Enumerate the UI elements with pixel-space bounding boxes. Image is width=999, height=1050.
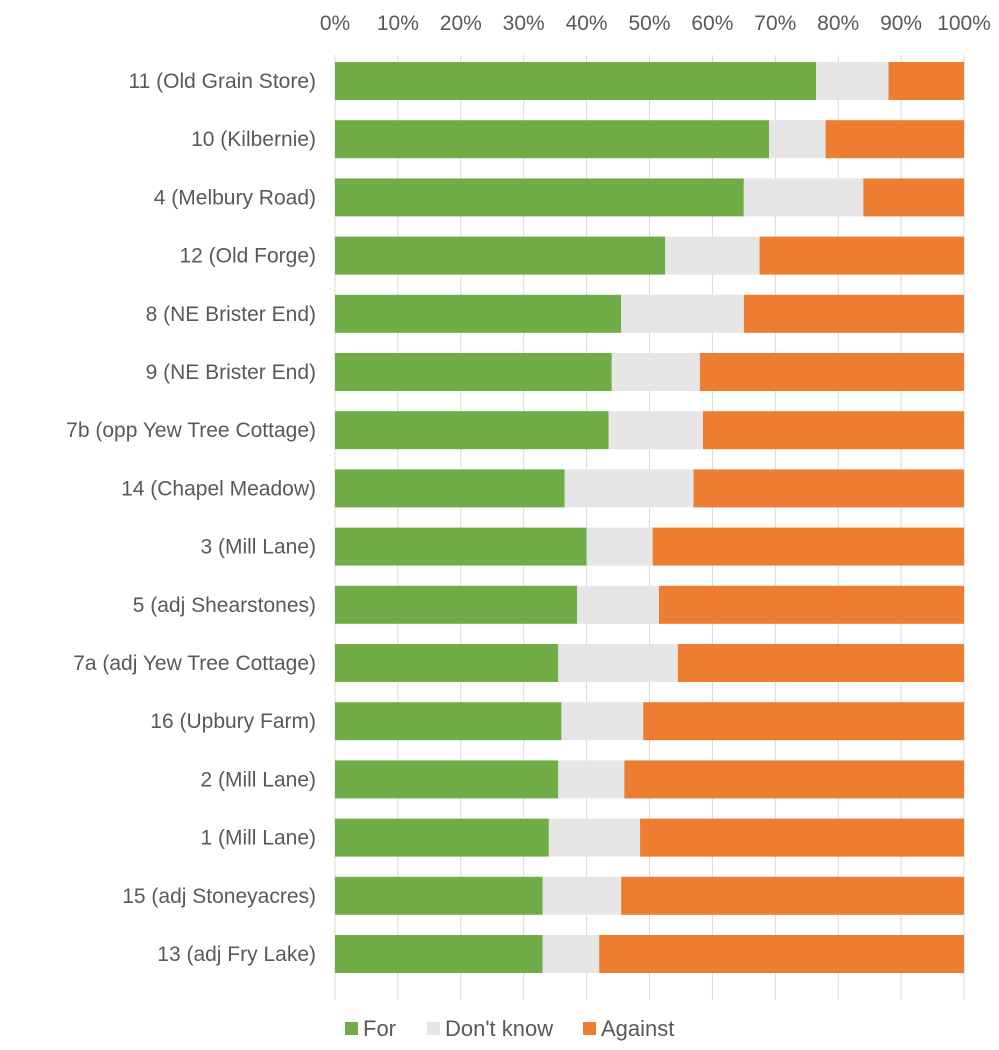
bar-segment-don-t-know <box>542 935 600 973</box>
category-label: 1 (Mill Lane) <box>200 827 316 850</box>
bar-segment-don-t-know <box>586 527 653 566</box>
bar-segment-against <box>693 469 964 508</box>
bar-segment-against <box>640 818 964 857</box>
bar-segment-don-t-know <box>548 818 641 857</box>
category-label: 15 (adj Stoneyacres) <box>122 885 316 908</box>
bar-segment-against <box>677 644 964 682</box>
bar-segment-for <box>335 702 562 741</box>
bar-segment-for <box>335 353 612 391</box>
legend-label: Against <box>601 1016 674 1041</box>
category-label: 5 (adj Shearstones) <box>133 594 316 617</box>
category-label: 16 (Upbury Farm) <box>150 710 316 733</box>
bar-segment-for <box>335 876 543 915</box>
bar-segment-against <box>759 236 964 275</box>
bar-segment-for <box>335 120 770 159</box>
x-tick-label: 70% <box>754 12 796 35</box>
bar-segment-against <box>702 411 964 450</box>
x-tick-label: 80% <box>817 12 859 35</box>
category-label: 7b (opp Yew Tree Cottage) <box>66 419 316 442</box>
category-label: 10 (Kilbernie) <box>191 128 316 151</box>
category-label: 4 (Melbury Road) <box>154 186 316 209</box>
bar-segment-for <box>335 469 565 508</box>
bar-segment-don-t-know <box>611 353 700 391</box>
category-label: 13 (adj Fry Lake) <box>157 943 316 966</box>
category-label: 12 (Old Forge) <box>179 245 316 268</box>
bar-segment-against <box>643 702 964 741</box>
legend: For Don't know Against <box>345 1016 674 1041</box>
bar-segment-for <box>335 411 609 450</box>
x-tick-label: 60% <box>691 12 733 35</box>
bar-segment-don-t-know <box>561 702 644 741</box>
bar-segment-for <box>335 527 587 566</box>
bar-segment-against <box>699 353 964 391</box>
legend-swatch <box>583 1022 596 1035</box>
bar-segment-for <box>335 760 559 799</box>
bar-segment-don-t-know <box>665 236 760 275</box>
category-label: 14 (Chapel Meadow) <box>121 477 316 500</box>
bar-segment-for <box>335 644 559 682</box>
x-tick-label: 50% <box>628 12 670 35</box>
bar-segment-don-t-know <box>558 644 678 682</box>
x-tick-label: 90% <box>880 12 922 35</box>
category-labels: 11 (Old Grain Store) 10 (Kilbernie) 4 (Mel… <box>66 70 316 966</box>
category-label: 9 (NE Brister End) <box>146 361 316 384</box>
legend-swatch <box>427 1022 440 1035</box>
legend-label: Don't know <box>445 1016 553 1041</box>
bar-segment-don-t-know <box>577 585 659 624</box>
bar-segment-against <box>624 760 964 799</box>
bar-segment-for <box>335 818 549 857</box>
x-tick-label: 30% <box>503 12 545 35</box>
bar-segment-against <box>621 876 964 915</box>
x-axis-ticks: 0% 10% 20% 30% 40% 50% 60% 70% 80% 90% 100% <box>320 12 991 35</box>
bar-segment-don-t-know <box>621 294 744 333</box>
bar-segment-against <box>743 294 964 333</box>
category-label: 3 (Mill Lane) <box>200 536 316 559</box>
category-label: 2 (Mill Lane) <box>200 768 316 791</box>
bar-segment-for <box>335 62 817 100</box>
bars <box>335 62 964 973</box>
bar-segment-don-t-know <box>743 178 864 217</box>
bar-segment-for <box>335 585 578 624</box>
bar-segment-don-t-know <box>542 876 622 915</box>
bar-segment-against <box>658 585 964 624</box>
bar-segment-against <box>888 62 964 100</box>
x-tick-label: 0% <box>320 12 350 35</box>
legend-swatch <box>345 1022 358 1035</box>
bar-segment-don-t-know <box>816 62 889 100</box>
bar-segment-don-t-know <box>769 120 826 159</box>
category-label: 8 (NE Brister End) <box>146 303 316 326</box>
bar-segment-don-t-know <box>558 760 625 799</box>
bar-segment-for <box>335 935 543 973</box>
bar-segment-for <box>335 178 744 217</box>
bar-segment-against <box>652 527 964 566</box>
x-tick-label: 100% <box>937 12 991 35</box>
x-tick-label: 40% <box>566 12 608 35</box>
bar-segment-for <box>335 294 622 333</box>
category-label: 11 (Old Grain Store) <box>128 70 316 93</box>
bar-segment-for <box>335 236 666 275</box>
bar-segment-against <box>599 935 964 973</box>
bar-segment-against <box>825 120 964 159</box>
category-label: 7a (adj Yew Tree Cottage) <box>73 652 316 675</box>
bar-segment-don-t-know <box>608 411 703 450</box>
legend-label: For <box>363 1016 396 1041</box>
bar-segment-don-t-know <box>564 469 694 508</box>
x-tick-label: 20% <box>440 12 482 35</box>
x-tick-label: 10% <box>377 12 419 35</box>
bar-segment-against <box>863 178 964 217</box>
